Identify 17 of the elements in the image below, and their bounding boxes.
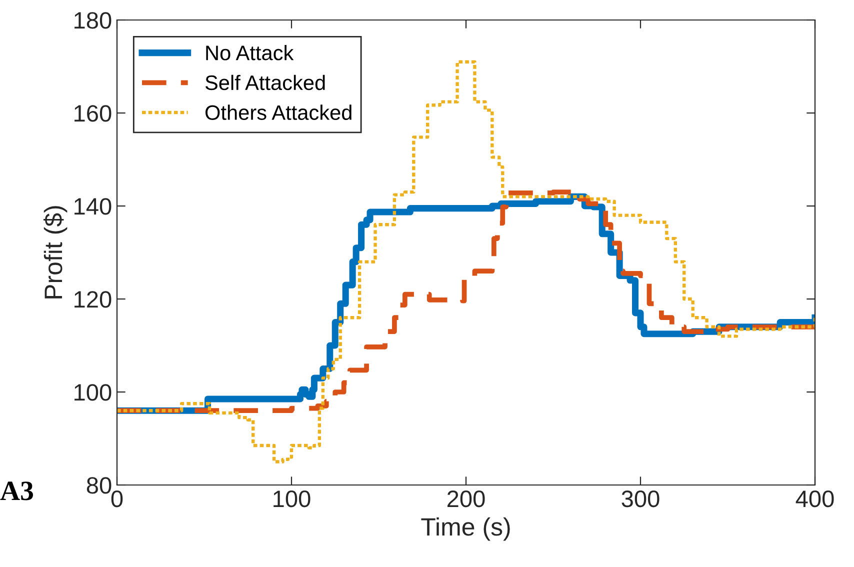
text: A3	[0, 482, 33, 500]
x-tick-label: 400	[796, 490, 834, 508]
legend-label: Others Attacked	[205, 104, 352, 120]
x-tick-label: 100	[274, 490, 310, 508]
legend-label: No Attack	[206, 45, 294, 60]
x-tick-label: 0	[111, 490, 123, 508]
x-tick-label: 300	[622, 490, 660, 508]
x-tick-label: 200	[447, 490, 485, 508]
y-tick-label: 100	[74, 384, 112, 401]
y-tick-label: 120	[74, 291, 112, 308]
legend-label: Self Attacked	[205, 74, 325, 90]
x-axis-title: Time (s)	[421, 517, 510, 541]
y-tick-label: 80	[86, 477, 112, 494]
y-tick-label: 180	[74, 12, 112, 29]
y-tick-label: 160	[74, 105, 112, 122]
y-axis-title: Profit ($)	[44, 206, 68, 298]
y-tick-label: 140	[74, 198, 112, 215]
